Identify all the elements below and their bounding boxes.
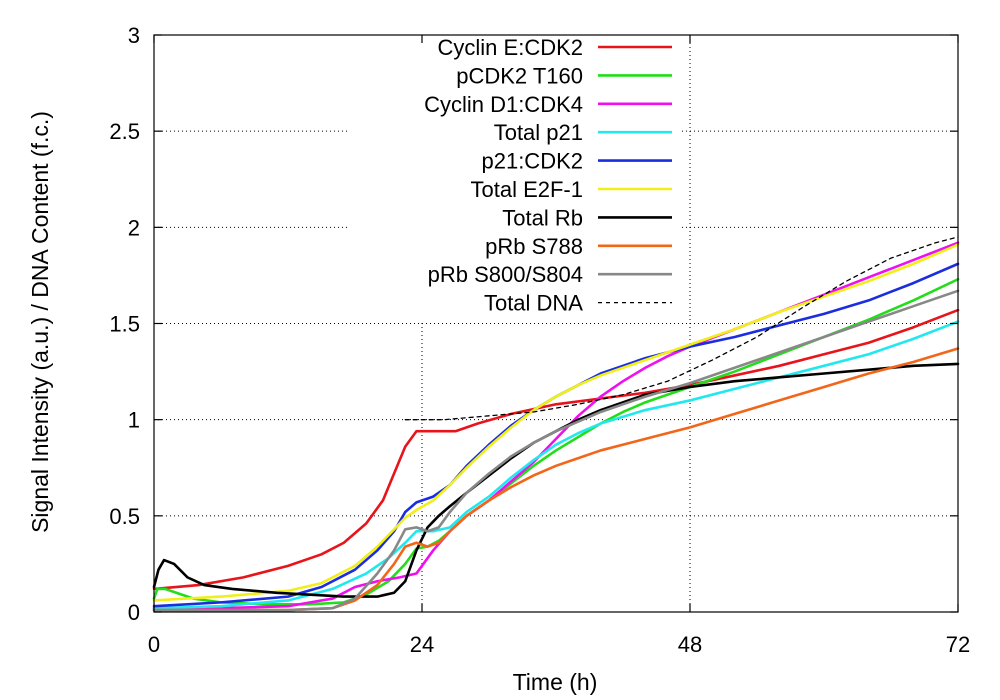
y-tick-label: 0.5 bbox=[109, 504, 140, 529]
y-tick-label: 2.5 bbox=[109, 119, 140, 144]
legend-label: Total E2F-1 bbox=[471, 177, 584, 202]
series-lines bbox=[152, 236, 960, 612]
legend-label: Total Rb bbox=[502, 205, 583, 230]
x-tick-label: 24 bbox=[410, 632, 434, 657]
legend-label: Cyclin E:CDK2 bbox=[438, 35, 583, 60]
y-tick-label: 0 bbox=[128, 600, 140, 625]
series-line-1 bbox=[152, 277, 960, 606]
y-tick-label: 2 bbox=[128, 215, 140, 240]
y-tick-label: 1 bbox=[128, 408, 140, 433]
series-line-5 bbox=[152, 243, 960, 602]
legend-label: pRb S788 bbox=[485, 234, 583, 259]
legend-label: Total DNA bbox=[484, 291, 583, 316]
y-tick-label: 3 bbox=[128, 23, 140, 48]
y-tick-label: 1.5 bbox=[109, 312, 140, 337]
y-axis-title: Signal Intensity (a.u.) / DNA Content (f… bbox=[27, 111, 53, 533]
series-line-8 bbox=[152, 289, 960, 612]
x-tick-label: 72 bbox=[946, 632, 970, 657]
x-tick-label: 0 bbox=[148, 632, 160, 657]
legend-label: Cyclin D1:CDK4 bbox=[424, 92, 583, 117]
x-axis-title: Time (h) bbox=[513, 669, 598, 695]
legend-label: pRb S800/S804 bbox=[428, 262, 583, 287]
legend-label: Total p21 bbox=[494, 120, 583, 145]
series-line-6 bbox=[152, 362, 960, 598]
legend-label: pCDK2 T160 bbox=[456, 63, 583, 88]
x-tick-label: 48 bbox=[678, 632, 702, 657]
series-line-7 bbox=[152, 347, 960, 612]
series-line-0 bbox=[152, 308, 960, 591]
axis-ticks: 0 0.5 1 1.5 2 2.5 3 0 24 48 72 bbox=[109, 23, 970, 657]
legend-label: p21:CDK2 bbox=[481, 149, 583, 174]
legend: Cyclin E:CDK2 pCDK2 T160 Cyclin D1:CDK4 Tot… bbox=[424, 35, 672, 316]
series-line-9 bbox=[404, 236, 959, 421]
